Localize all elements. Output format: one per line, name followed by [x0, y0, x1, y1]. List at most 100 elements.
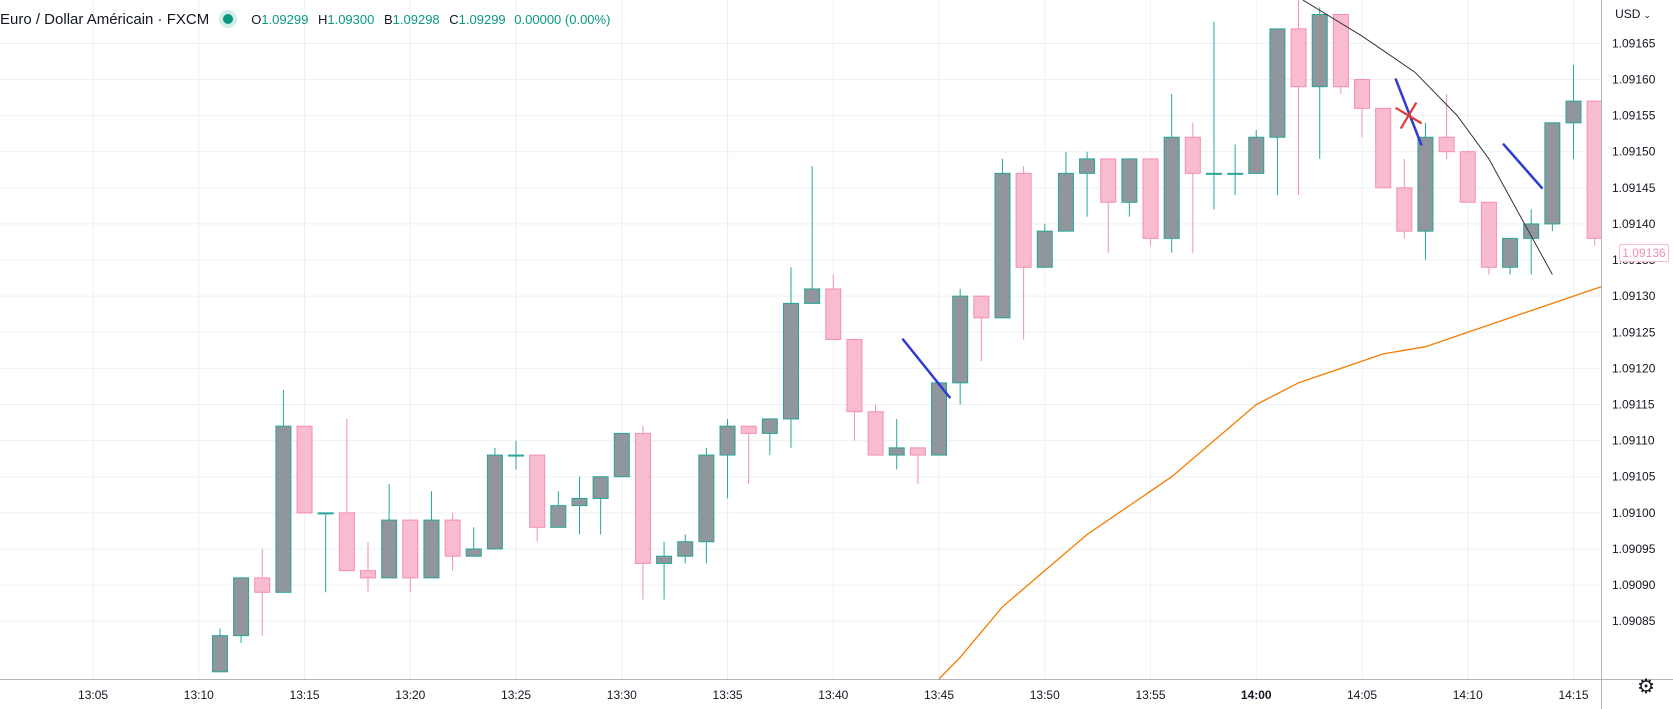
candle-down	[444, 512, 461, 571]
candle-up	[782, 267, 799, 448]
candle-body	[698, 454, 715, 543]
candle-up	[550, 491, 567, 528]
candle-up	[465, 527, 482, 557]
candle-body	[846, 339, 863, 413]
candle-up	[888, 418, 905, 470]
candle-up	[761, 418, 778, 456]
candle-down	[1459, 151, 1476, 203]
price-tick-label: 1.09090	[1612, 578, 1656, 592]
price-tick-label: 1.09115	[1612, 398, 1655, 412]
chevron-down-icon: ⌄	[1643, 10, 1651, 20]
candle-body	[1163, 136, 1180, 239]
candle-down	[529, 454, 546, 542]
candle-up	[592, 476, 609, 535]
candle-down	[1332, 13, 1349, 94]
candle-body	[444, 519, 461, 557]
candle-up	[1502, 237, 1519, 275]
candle-body	[1459, 151, 1476, 203]
candle-down	[1586, 100, 1601, 246]
open-value: 1.09299	[261, 11, 309, 27]
candle-down	[1480, 201, 1497, 275]
time-tick-label: 13:45	[924, 688, 954, 702]
candle-up	[1205, 21, 1222, 210]
candle-up	[656, 541, 673, 600]
candle-body	[1502, 237, 1519, 268]
candle-down	[1396, 158, 1413, 239]
candle-body	[338, 512, 355, 572]
candle-up	[1269, 28, 1286, 196]
candle-body	[613, 432, 630, 478]
candle-up	[381, 483, 398, 579]
candle-up	[571, 476, 588, 535]
trend-line-drawing	[901, 338, 951, 399]
candle-up	[508, 440, 525, 470]
candle-down	[634, 426, 651, 600]
candle-down	[359, 541, 376, 593]
price-tick-label: 1.09140	[1612, 217, 1656, 231]
candle-body	[359, 570, 376, 579]
time-tick-label: 13:35	[713, 688, 743, 702]
candle-body	[1480, 201, 1497, 268]
candle-down	[846, 339, 863, 441]
price-tick-label: 1.09095	[1612, 542, 1656, 556]
low-value: 1.09298	[392, 11, 440, 27]
candle-up	[1523, 209, 1540, 275]
candle-body	[952, 295, 969, 384]
candle-up	[613, 432, 630, 478]
price-tick-label: 1.09150	[1612, 145, 1656, 159]
candle-down	[338, 418, 355, 572]
open-label: O	[251, 11, 262, 27]
candle-body	[634, 432, 651, 564]
candle-body	[1142, 158, 1159, 239]
candle-body	[1290, 28, 1307, 88]
candle-up	[1121, 158, 1138, 217]
price-tick-label: 1.09110	[1612, 434, 1655, 448]
price-tick-label: 1.09105	[1612, 470, 1656, 484]
time-tick-label: 13:40	[818, 688, 848, 702]
candle-down	[825, 274, 842, 340]
moving-average-layer	[938, 286, 1601, 679]
candles-layer	[211, 0, 1601, 673]
change-value: 0.00000 (0.00%)	[514, 11, 611, 27]
candle-body	[1121, 158, 1138, 203]
x-mark-drawing	[1394, 102, 1423, 130]
candle-up	[317, 512, 334, 593]
candle-up	[719, 418, 736, 499]
candle-body	[1036, 230, 1053, 268]
candle-body	[804, 288, 821, 304]
candle-up	[211, 628, 228, 673]
symbol-title[interactable]: Euro / Dollar Américain · FXCM	[0, 10, 210, 28]
moving-average-line	[938, 286, 1601, 679]
candle-body	[740, 425, 757, 434]
x-mark-stroke	[1399, 102, 1418, 130]
candle-up	[931, 382, 948, 456]
candle-up	[952, 288, 969, 405]
candle-body	[465, 548, 482, 557]
candle-up	[698, 447, 715, 564]
price-tick-label: 1.09160	[1612, 72, 1656, 86]
candle-body	[296, 425, 313, 514]
low-label: B	[383, 11, 393, 27]
candle-body	[423, 519, 440, 579]
candle-down	[867, 404, 884, 456]
current-price-label: 1.09136	[1619, 243, 1669, 262]
candle-up	[233, 577, 250, 643]
candle-body	[571, 497, 588, 507]
candle-body	[592, 476, 609, 499]
time-tick-label: 14:15	[1558, 688, 1588, 702]
price-tick-label: 1.09145	[1612, 181, 1656, 195]
gear-icon[interactable]: ⚙	[1637, 676, 1655, 698]
candle-up	[804, 166, 821, 304]
candle-body	[550, 505, 567, 528]
time-tick-label: 14:00	[1241, 688, 1272, 702]
candle-body	[1396, 187, 1413, 232]
candle-body	[656, 555, 673, 564]
candle-body	[1565, 100, 1582, 124]
candle-down	[1100, 158, 1117, 253]
candle-body	[1079, 158, 1096, 174]
candle-down	[1354, 78, 1371, 138]
currency-selector[interactable]: USD ⌄	[1615, 7, 1651, 21]
candle-down	[1184, 122, 1201, 253]
candle-down	[973, 295, 990, 362]
